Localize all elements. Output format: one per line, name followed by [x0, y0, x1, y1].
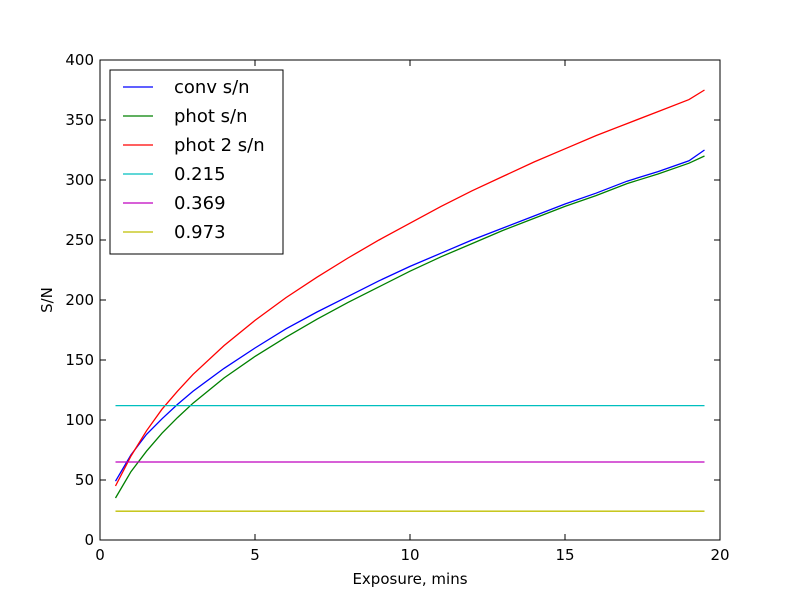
x-tick-label-3: 15 — [555, 546, 574, 564]
y-tick-label-2: 100 — [65, 411, 94, 429]
y-tick-label-4: 200 — [65, 291, 94, 309]
y-tick-label-8: 400 — [65, 51, 94, 69]
legend-box — [109, 69, 284, 255]
x-tick-label-0: 0 — [95, 546, 105, 564]
x-tick-label-2: 10 — [400, 546, 419, 564]
y-axis-label: S/N — [38, 287, 56, 313]
series-line-2 — [114, 89, 705, 487]
series-line-0 — [114, 149, 705, 482]
x-tick-label-4: 20 — [710, 546, 729, 564]
legend-label-4: 0.369 — [174, 193, 226, 214]
series-layer — [114, 89, 705, 512]
y-tick-label-6: 300 — [65, 171, 94, 189]
y-tick-label-1: 50 — [75, 471, 94, 489]
legend-label-5: 0.973 — [174, 222, 226, 243]
y-tick-label-5: 250 — [65, 231, 94, 249]
legend-label-0: conv s/n — [174, 77, 250, 98]
y-tick-label-7: 350 — [65, 111, 94, 129]
x-axis-label: Exposure, mins — [352, 570, 467, 588]
legend-label-3: 0.215 — [174, 164, 226, 185]
y-tick-label-3: 150 — [65, 351, 94, 369]
legend-label-2: phot 2 s/n — [174, 135, 265, 156]
y-tick-label-0: 0 — [84, 531, 94, 549]
x-tick-label-1: 5 — [250, 546, 260, 564]
legend-label-1: phot s/n — [174, 106, 247, 127]
series-line-1 — [114, 155, 705, 499]
legend: conv s/n phot s/n phot 2 s/n 0.215 0.369 0.97… — [109, 69, 284, 255]
